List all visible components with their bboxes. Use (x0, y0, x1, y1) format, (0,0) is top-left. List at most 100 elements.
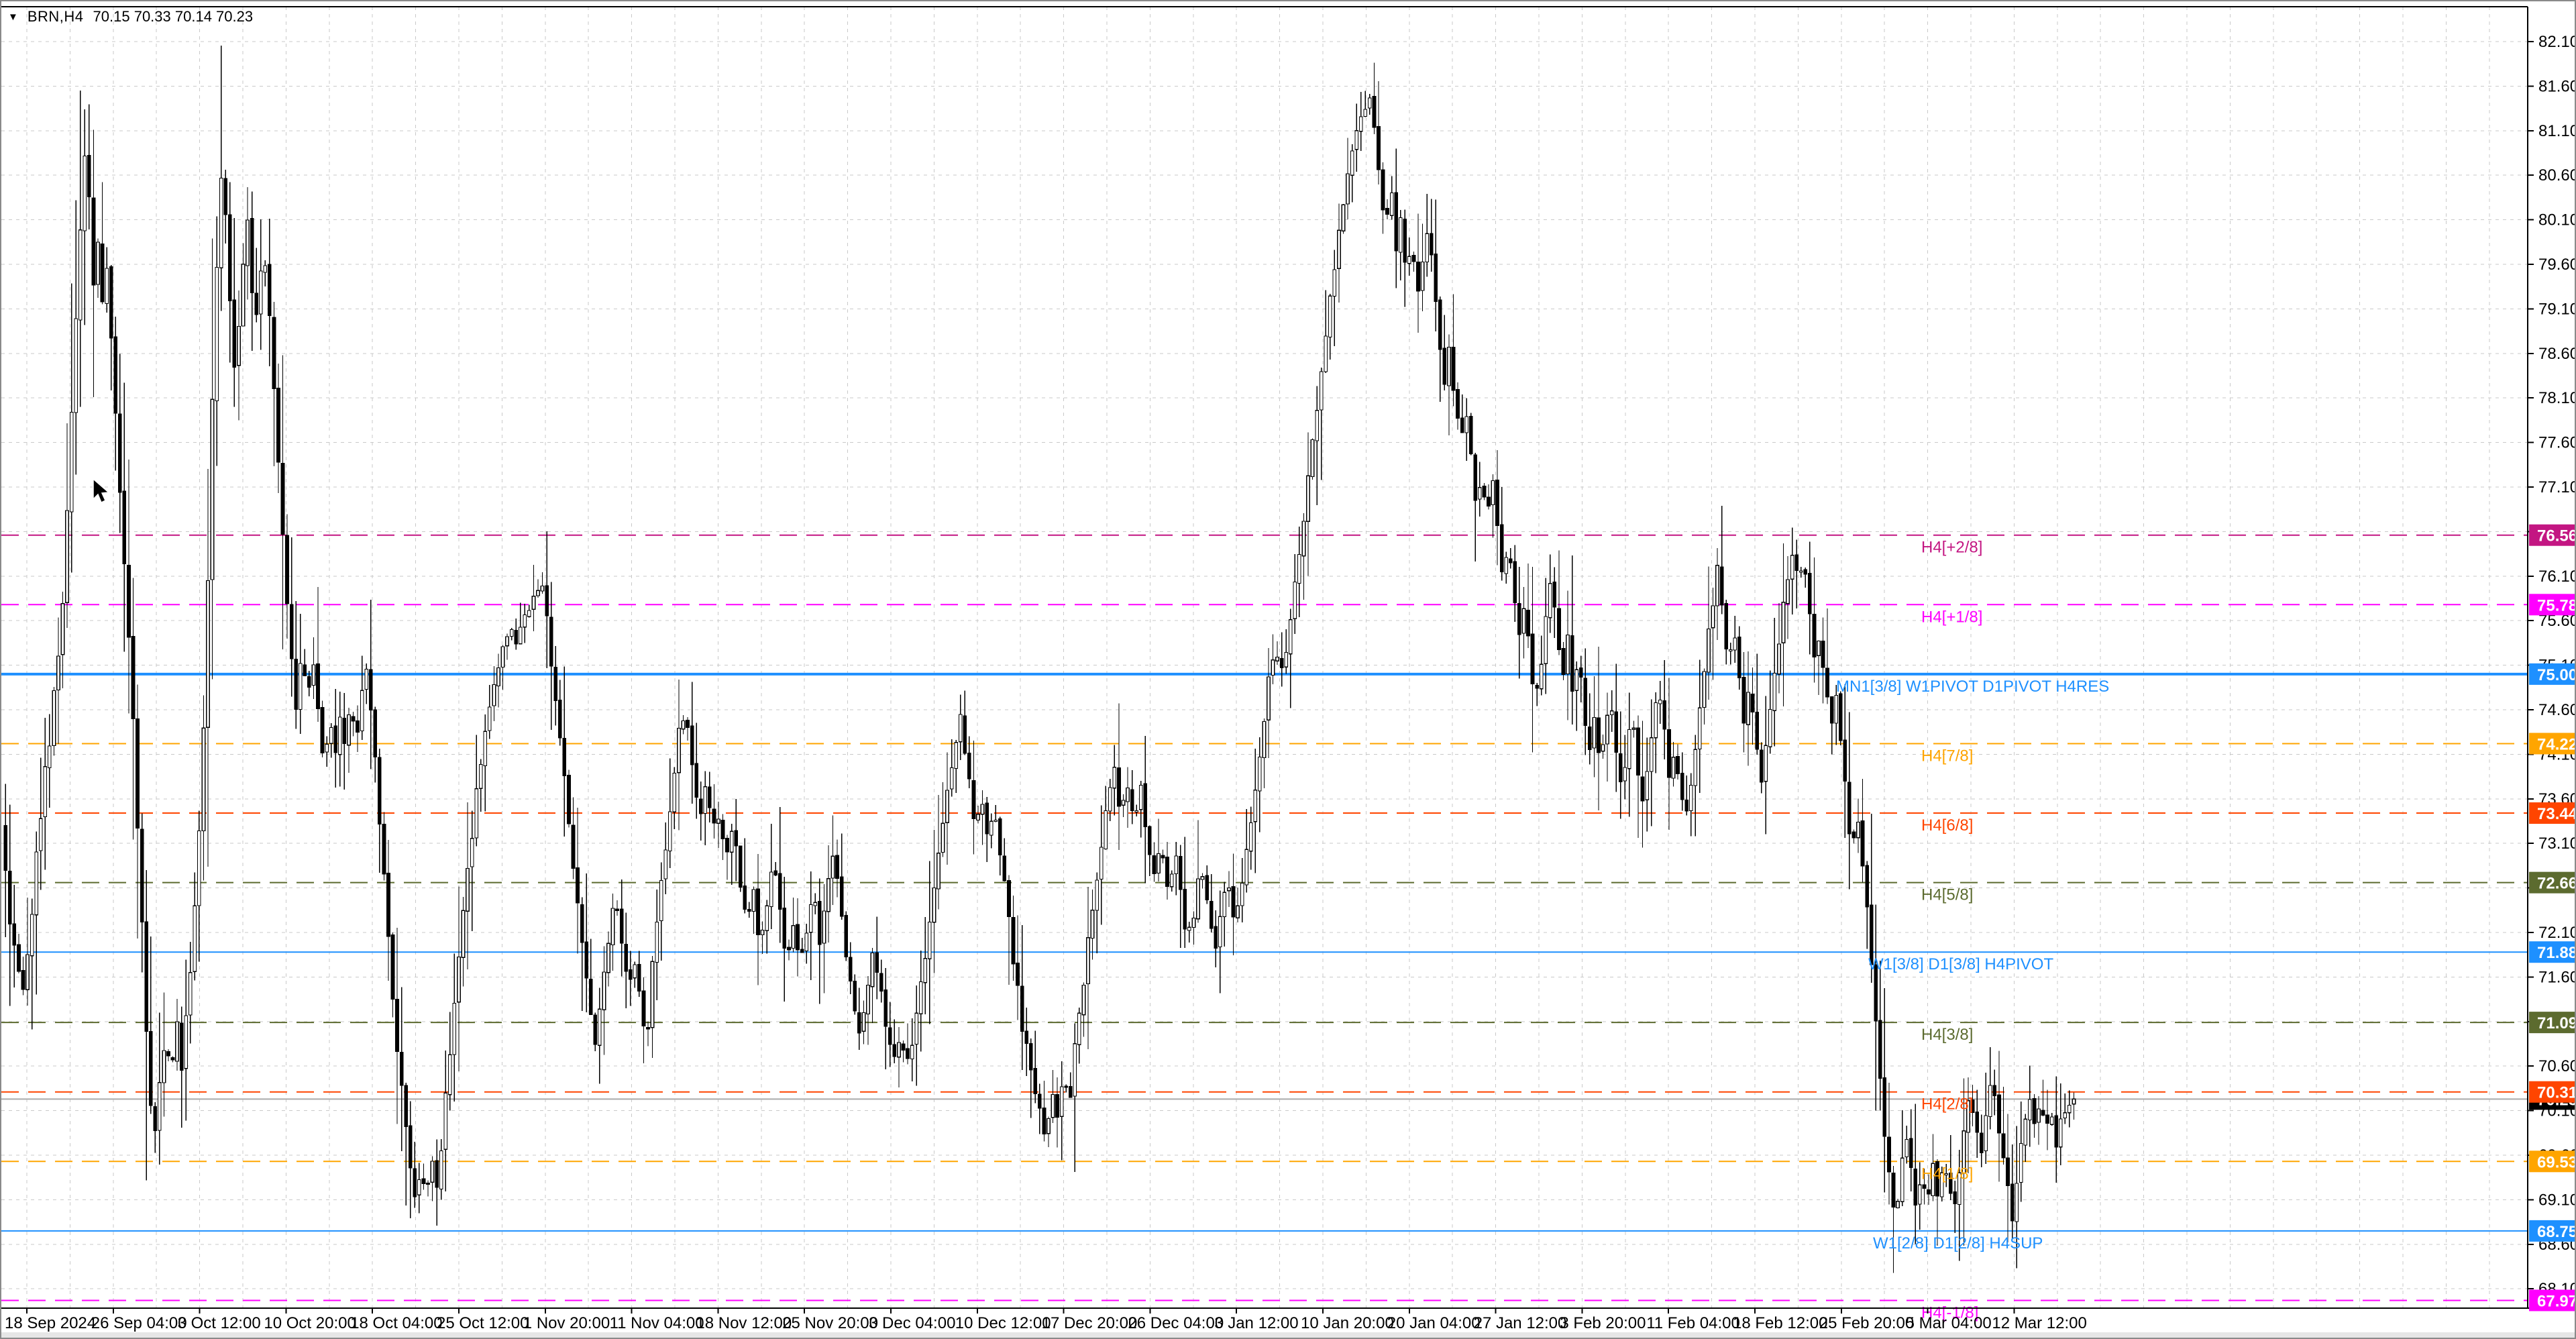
candle-body (1253, 790, 1258, 822)
candle-body (320, 706, 325, 754)
candle-body (109, 266, 113, 339)
candle-body (1601, 744, 1605, 752)
candle-body (963, 715, 967, 754)
candle-body (127, 565, 131, 638)
candle-body (215, 266, 219, 402)
candle-body (1090, 910, 1095, 939)
candle-body (373, 709, 378, 757)
candle-body (1645, 771, 1649, 800)
candle-body (1209, 901, 1214, 929)
candle-body (175, 1021, 179, 1062)
candle-body (1851, 831, 1856, 839)
candle-body (822, 910, 826, 944)
candle-body (1236, 905, 1240, 918)
candle-body (853, 980, 857, 1012)
candle-body (1267, 676, 1271, 720)
time-tick-label: 3 Jan 12:00 (1214, 1314, 1298, 1332)
candle-body (606, 943, 610, 973)
candle-body (430, 1161, 435, 1183)
level-labels: H4[+2/8] H4[+1/8] MN1[3/8] W1PIVOT D1PIVOT… (1836, 539, 2109, 1322)
candle-body (1227, 887, 1231, 892)
price-tick-label: 82.10 (2538, 33, 2576, 51)
candle-body (285, 535, 289, 604)
candle-body (1130, 789, 1134, 811)
candle-body (1597, 717, 1601, 753)
candle-body (879, 973, 883, 992)
candle-body (201, 727, 206, 832)
candle-body (1829, 696, 1834, 724)
candle-body (1794, 554, 1799, 572)
candle-body (1051, 1093, 1055, 1118)
candle-body (672, 772, 677, 812)
candle-body (1499, 524, 1504, 572)
candle-body (21, 969, 25, 990)
candle-body (1566, 635, 1570, 674)
candle-body (1377, 125, 1381, 170)
candle-body (897, 1042, 901, 1058)
candle-body (307, 676, 311, 688)
candle-body (117, 413, 122, 493)
candle-body (932, 887, 936, 923)
candle-body (1407, 256, 1411, 264)
candle-body (1271, 659, 1275, 676)
candle-body (1350, 150, 1354, 176)
level-price-badge-bg (2529, 871, 2575, 894)
candle-body (875, 952, 879, 973)
candle-body (1605, 714, 1609, 745)
candle-body (206, 580, 210, 728)
candle-body (1398, 217, 1403, 253)
candle-body (725, 837, 729, 853)
candle-body (1812, 613, 1817, 657)
candle-body (148, 1031, 153, 1106)
candle-body (1790, 555, 1794, 580)
candle-body (1578, 667, 1583, 678)
level-price-badge: 71.88 (2537, 944, 2576, 962)
candle-body (1442, 347, 1447, 385)
candle-body (1588, 727, 1592, 751)
candle-body (360, 690, 364, 732)
candle-body (1425, 233, 1429, 263)
candle-body (998, 818, 1002, 855)
time-tick-label: 3 Dec 04:00 (869, 1314, 955, 1332)
price-tick-label: 72.10 (2538, 924, 2576, 942)
candle-body (1152, 855, 1157, 874)
candle-body (87, 154, 91, 197)
candle-body (1033, 1067, 1038, 1094)
candle-body (1081, 984, 1086, 1016)
candle-body (698, 798, 703, 814)
candle-body (1099, 847, 1104, 880)
candle-body (241, 264, 246, 327)
candle-body (1279, 657, 1284, 669)
candle-body (1064, 1085, 1069, 1088)
candle-body (791, 925, 796, 949)
level-label: H4[+2/8] (1921, 539, 1982, 557)
candle-body (985, 802, 989, 835)
candle-body (483, 731, 488, 767)
symbol-dropdown-icon[interactable]: ▼ (8, 11, 18, 23)
candle-body (1618, 753, 1623, 782)
candle-body (545, 585, 549, 617)
candle-body (593, 1014, 598, 1045)
candle-body (1715, 565, 1719, 606)
candle-body (1992, 1085, 1997, 1097)
candle-body (1733, 637, 1737, 651)
candle-body (1007, 880, 1011, 917)
time-tick-label: 18 Oct 04:00 (350, 1314, 442, 1332)
candle-body (1196, 878, 1200, 920)
candle-body (268, 264, 272, 316)
candle-body (857, 1012, 861, 1034)
candle-body (1922, 1184, 1927, 1189)
candle-body (1248, 822, 1253, 852)
candle-body (1284, 652, 1289, 667)
level-price-badge-bg (2529, 663, 2575, 685)
candle-body (1552, 582, 1557, 608)
candle-body (351, 716, 356, 722)
level-price-badge: 68.75 (2537, 1223, 2576, 1241)
candle-body (1157, 853, 1161, 874)
candle-body (1354, 130, 1359, 150)
price-tick-label: 76.10 (2538, 568, 2576, 586)
level-price-badge: 69.53 (2537, 1153, 2576, 1171)
candle-body (1178, 855, 1183, 890)
